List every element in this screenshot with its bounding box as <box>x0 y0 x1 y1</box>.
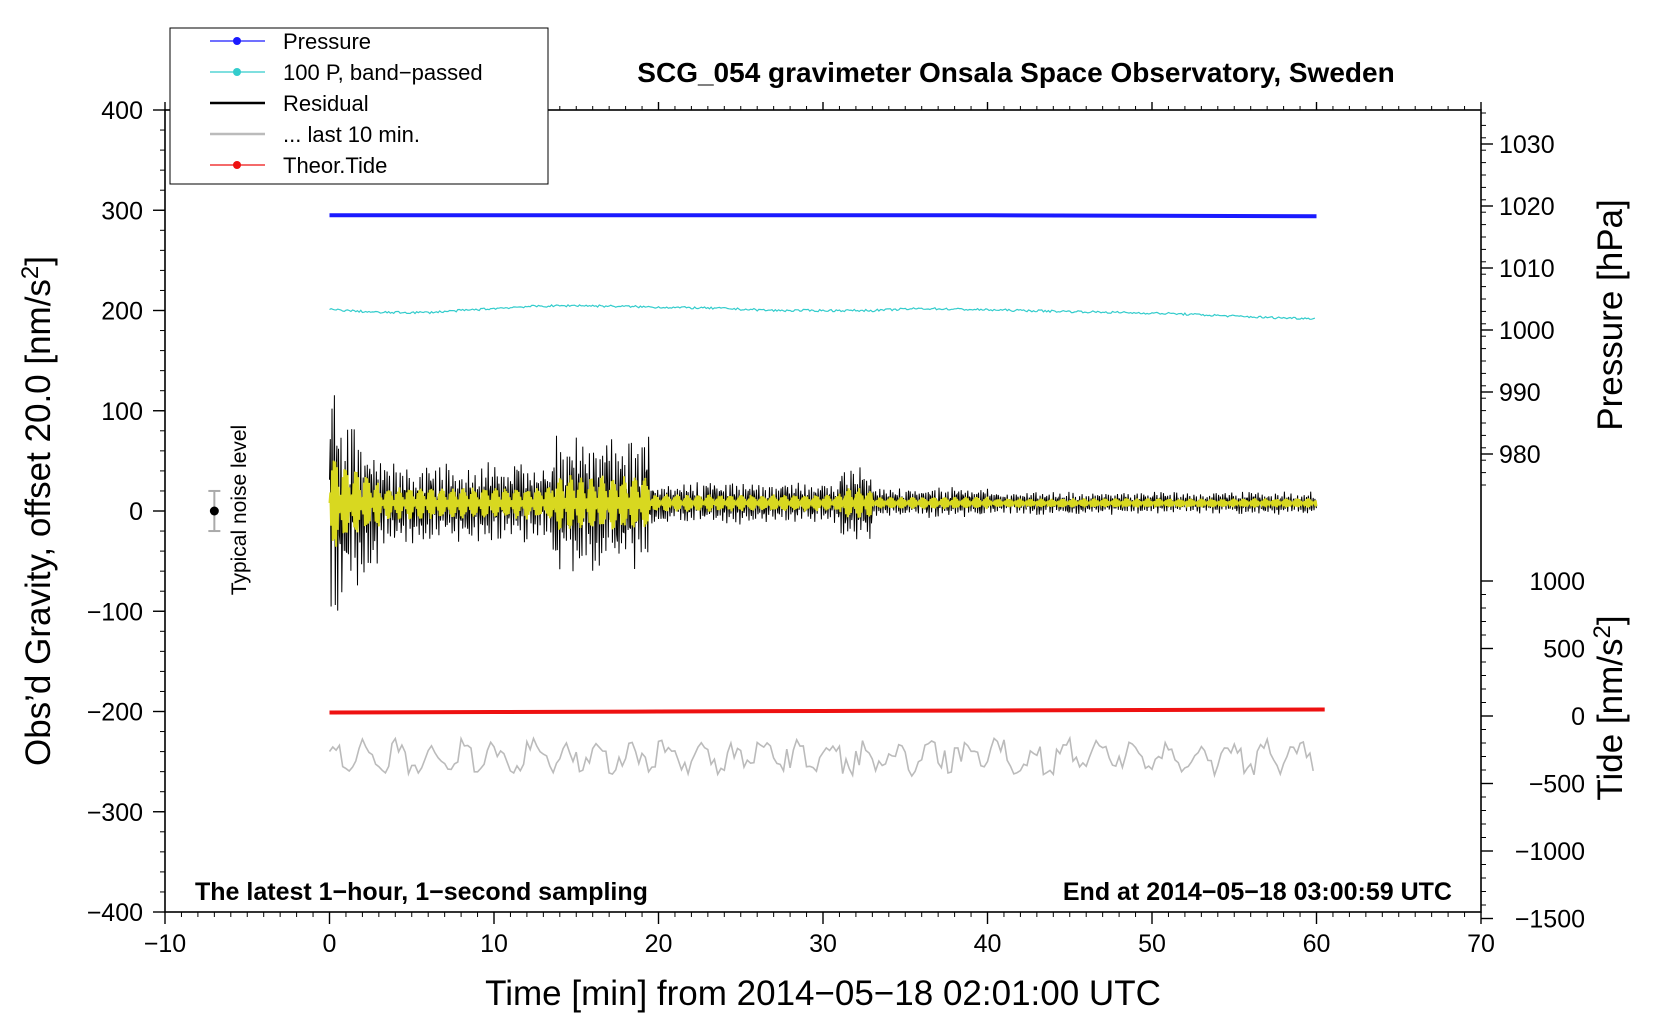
x-tick-label: 70 <box>1467 930 1495 958</box>
noise-label: Typical noise level <box>228 425 251 595</box>
tide-tick-label: 1000 <box>1529 568 1585 596</box>
pressure-tick-label: 990 <box>1499 379 1541 407</box>
x-tick-label: 10 <box>480 930 508 958</box>
series-band-envelope <box>328 460 1318 547</box>
x-tick-label: −10 <box>144 930 186 958</box>
tide-tick-label: −1000 <box>1515 838 1585 866</box>
x-tick-label: 40 <box>974 930 1002 958</box>
x-tick-label: 60 <box>1303 930 1331 958</box>
y-axis-pressure-label: Pressure [hPa] <box>1591 199 1630 431</box>
series-theor-tide <box>329 707 1325 715</box>
pressure-tick-label: 1010 <box>1499 255 1555 283</box>
y-tick-label: 400 <box>101 97 143 125</box>
pressure-tick-label: 1020 <box>1499 193 1555 221</box>
tide-tick-label: −1500 <box>1515 906 1585 934</box>
x-axis-label: Time [min] from 2014−05−18 02:01:00 UTC <box>485 974 1161 1013</box>
legend: Pressure 100 P, band−passed Residual ... la… <box>169 27 549 185</box>
series-last-10-min <box>328 735 1314 779</box>
x-axis: −10 0 10 20 30 40 50 60 70 <box>144 102 1495 958</box>
tide-tick-label: 0 <box>1571 703 1585 731</box>
noise-point <box>209 506 219 516</box>
y-tick-label: 100 <box>101 398 143 426</box>
y-tick-label: 300 <box>101 197 143 225</box>
end-time-note: End at 2014−05−18 03:00:59 UTC <box>1063 878 1452 906</box>
legend-label: Pressure <box>283 29 371 54</box>
tide-tick-label: −500 <box>1529 771 1585 799</box>
legend-marker <box>233 68 241 76</box>
legend-marker <box>233 37 241 45</box>
y-tick-label: −300 <box>87 799 143 827</box>
y-axis-pressure: 1030 1020 1010 1000 990 980 <box>1481 112 1555 486</box>
legend-marker <box>233 161 241 169</box>
y-tick-label: −400 <box>87 899 143 927</box>
legend-label: ... last 10 min. <box>283 122 420 147</box>
x-tick-label: 30 <box>809 930 837 958</box>
y-axis-tide-label: Tide [nm/s2] <box>1589 615 1630 800</box>
tide-tick-label: 500 <box>1543 636 1585 664</box>
pressure-tick-label: 980 <box>1499 441 1541 469</box>
x-tick-label: 50 <box>1138 930 1166 958</box>
y-tick-label: −200 <box>87 699 143 727</box>
noise-bar <box>208 489 221 533</box>
pressure-tick-label: 1000 <box>1499 317 1555 345</box>
series-layer <box>328 213 1325 779</box>
legend-label: 100 P, band−passed <box>283 60 483 85</box>
series-pressure <box>329 213 1317 219</box>
legend-label: Theor.Tide <box>283 153 387 178</box>
y-axis-left-label: Obs’d Gravity, offset 20.0 [nm/s2] <box>17 256 58 766</box>
chart-title: SCG_054 gravimeter Onsala Space Observat… <box>637 57 1394 88</box>
y-tick-label: 200 <box>101 298 143 326</box>
y-axis-left: 400 300 200 100 0 −100 −200 −300 −400 <box>87 97 165 927</box>
y-tick-label: −100 <box>87 598 143 626</box>
legend-box <box>169 27 549 185</box>
y-axis-tide: 1000 500 0 −500 −1000 −1500 <box>1481 568 1585 934</box>
series-band-passed <box>329 303 1316 320</box>
legend-label: Residual <box>283 91 369 116</box>
sampling-note: The latest 1−hour, 1−second sampling <box>195 878 648 906</box>
pressure-tick-label: 1030 <box>1499 131 1555 159</box>
x-tick-label: 0 <box>323 930 337 958</box>
x-tick-label: 20 <box>645 930 673 958</box>
y-tick-label: 0 <box>129 498 143 526</box>
